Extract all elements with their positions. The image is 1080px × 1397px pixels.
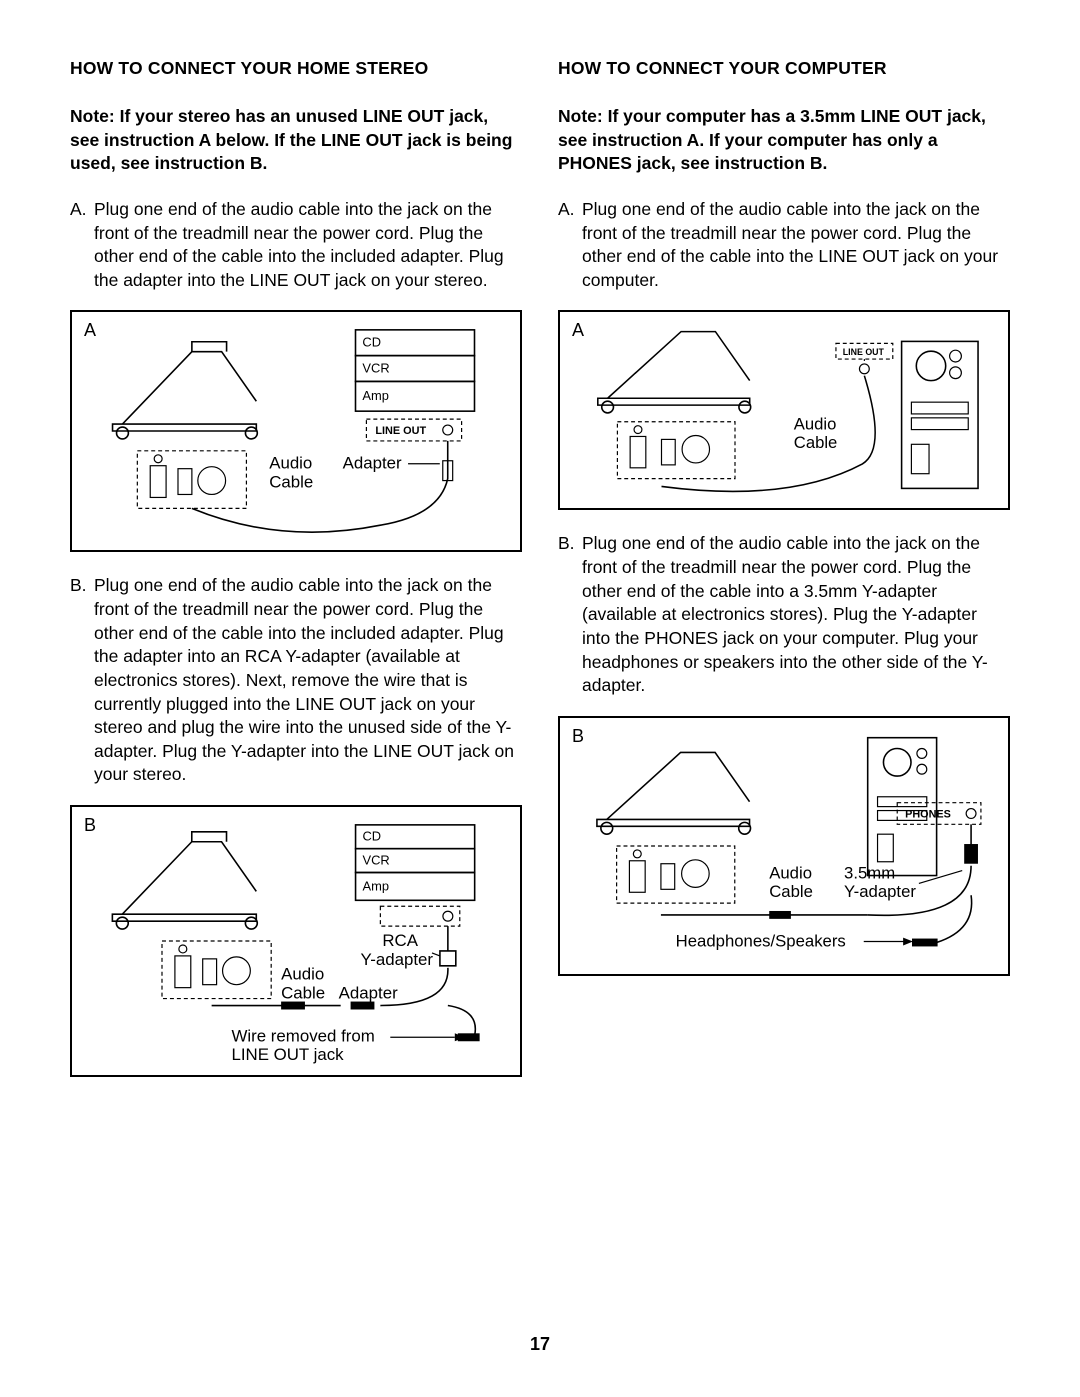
- label-adapter-b: Adapter: [339, 984, 398, 1003]
- left-title: HOW TO CONNECT YOUR HOME STEREO: [70, 58, 522, 79]
- instruction-letter: B.: [70, 574, 94, 787]
- label-cd-b: CD: [363, 829, 382, 844]
- svg-text:RCA: RCA: [382, 931, 418, 950]
- right-note: Note: If your computer has a 3.5mm LINE …: [558, 105, 1010, 176]
- instruction-letter: B.: [558, 532, 582, 697]
- svg-text:Cable: Cable: [794, 434, 838, 453]
- page: HOW TO CONNECT YOUR HOME STEREO Note: If…: [0, 0, 1080, 1139]
- page-number: 17: [0, 1334, 1080, 1355]
- label-cd: CD: [362, 335, 381, 350]
- label-amp-b: Amp: [363, 878, 390, 893]
- diagram-letter: A: [572, 320, 584, 341]
- instruction-text: Plug one end of the audio cable into the…: [582, 198, 1010, 293]
- svg-text:Cable: Cable: [281, 984, 325, 1003]
- diagram-letter: B: [84, 815, 96, 836]
- label-headphones: Headphones/Speakers: [676, 931, 846, 950]
- right-title: HOW TO CONNECT YOUR COMPUTER: [558, 58, 1010, 79]
- label-audio1: Audio: [269, 454, 312, 473]
- stereo-diagram-b-svg: CD VCR Amp RCA Y-adapter Audio Cable: [72, 807, 520, 1075]
- svg-text:Y-adapter: Y-adapter: [361, 950, 434, 969]
- left-diagram-a: A: [70, 310, 522, 552]
- stereo-diagram-a-svg: CD VCR Amp LINE OUT Audio Cable Adapter: [72, 312, 520, 550]
- left-diagram-b: B: [70, 805, 522, 1077]
- right-diagram-b: B: [558, 716, 1010, 976]
- instruction-text: Plug one end of the audio cable into the…: [582, 532, 1010, 697]
- svg-text:LINE OUT jack: LINE OUT jack: [231, 1045, 344, 1064]
- left-note: Note: If your stereo has an unused LINE …: [70, 105, 522, 176]
- svg-text:Y-adapter: Y-adapter: [844, 882, 916, 901]
- instruction-text: Plug one end of the audio cable into the…: [94, 198, 522, 293]
- instruction-letter: A.: [558, 198, 582, 293]
- right-diagram-a: A: [558, 310, 1010, 510]
- label-vcr: VCR: [362, 361, 389, 376]
- diagram-letter: B: [572, 726, 584, 747]
- right-column: HOW TO CONNECT YOUR COMPUTER Note: If yo…: [558, 58, 1010, 1099]
- label-lineout-c: LINE OUT: [843, 347, 885, 357]
- instruction-letter: A.: [70, 198, 94, 293]
- svg-text:3.5mm: 3.5mm: [844, 863, 895, 882]
- diagram-letter: A: [84, 320, 96, 341]
- svg-text:Audio: Audio: [769, 863, 812, 882]
- left-column: HOW TO CONNECT YOUR HOME STEREO Note: If…: [70, 58, 522, 1099]
- instruction-text: Plug one end of the audio cable into the…: [94, 574, 522, 787]
- label-phones: PHONES: [905, 808, 951, 820]
- label-vcr-b: VCR: [363, 853, 390, 868]
- left-instruction-a: A. Plug one end of the audio cable into …: [70, 198, 522, 293]
- svg-text:Audio: Audio: [794, 415, 837, 434]
- label-audio2: Cable: [269, 473, 313, 492]
- right-instruction-a: A. Plug one end of the audio cable into …: [558, 198, 1010, 293]
- computer-diagram-a-svg: LINE OUT Audio Cable: [560, 312, 1008, 508]
- label-adapter: Adapter: [343, 454, 402, 473]
- svg-text:Wire removed from: Wire removed from: [231, 1026, 374, 1045]
- label-amp: Amp: [362, 389, 388, 404]
- label-lineout: LINE OUT: [375, 425, 426, 437]
- right-instruction-b: B. Plug one end of the audio cable into …: [558, 532, 1010, 697]
- left-instruction-b: B. Plug one end of the audio cable into …: [70, 574, 522, 787]
- svg-text:Audio: Audio: [281, 965, 324, 984]
- computer-diagram-b-svg: PHONES Audio Cable 3.5mm Y-adapter Headp…: [560, 718, 1008, 974]
- svg-text:Cable: Cable: [769, 882, 813, 901]
